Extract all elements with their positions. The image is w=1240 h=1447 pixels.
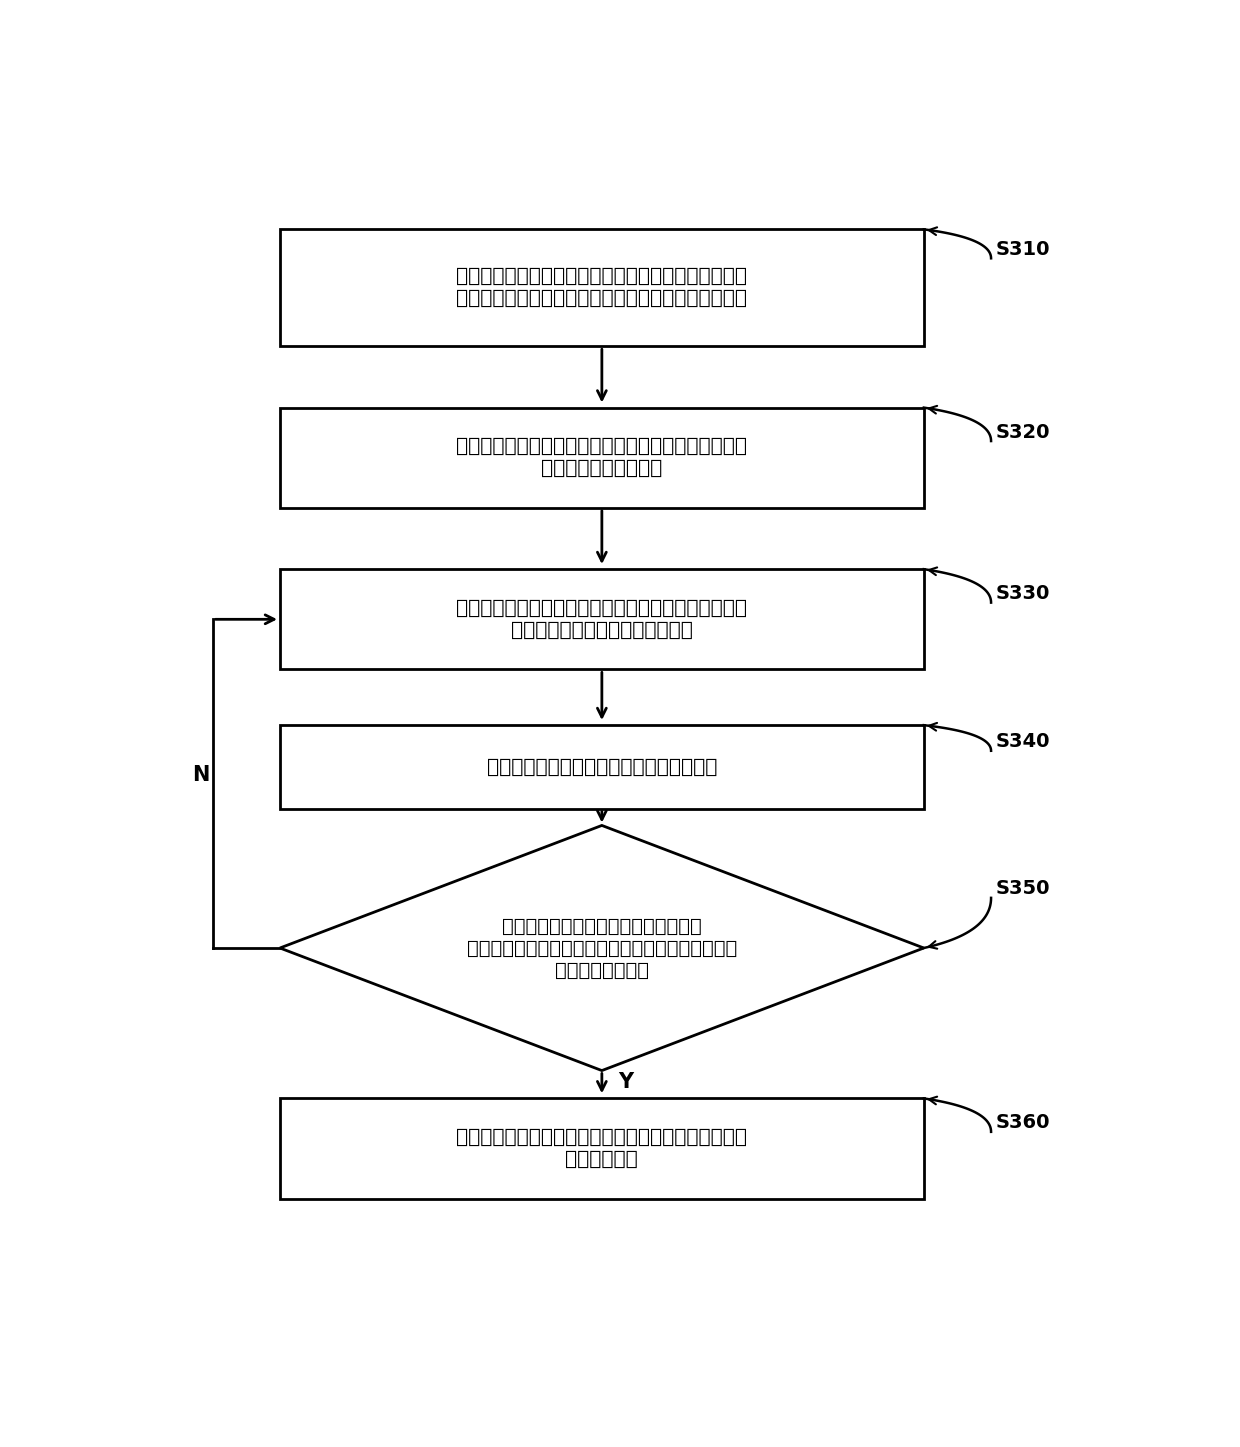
FancyBboxPatch shape xyxy=(280,408,924,508)
Text: N: N xyxy=(192,765,210,786)
Text: S310: S310 xyxy=(996,240,1050,259)
Text: 首节点返回完成业务维护的消息给负责
发送链路维护命令的节点，判断链路承载的所有业务
是否完成业务维护: 首节点返回完成业务维护的消息给负责 发送链路维护命令的节点，判断链路承载的所有业… xyxy=(466,916,737,980)
Text: 根据一定策略通过比较不同首节点的属性参数值决定链
路维护命令的发送顺序: 根据一定策略通过比较不同首节点的属性参数值决定链 路维护命令的发送顺序 xyxy=(456,437,748,479)
Text: 负责发送链路维护命令的节点分析业务标签，确定该链
路上各业务相应的首节点，这些业务的首节点各不相同: 负责发送链路维护命令的节点分析业务标签，确定该链 路上各业务相应的首节点，这些业… xyxy=(456,268,748,308)
FancyBboxPatch shape xyxy=(280,230,924,346)
FancyBboxPatch shape xyxy=(280,1098,924,1198)
FancyBboxPatch shape xyxy=(280,725,924,809)
Text: S340: S340 xyxy=(996,732,1050,751)
Text: S330: S330 xyxy=(996,585,1050,603)
Text: S360: S360 xyxy=(996,1113,1050,1133)
Text: 负责发送链路维护命令的节点将链路维护命令按照发送
顺序发送给一条业务相应的首节点: 负责发送链路维护命令的节点将链路维护命令按照发送 顺序发送给一条业务相应的首节点 xyxy=(456,599,748,640)
Text: S320: S320 xyxy=(996,423,1050,441)
Text: 首节点发起业务维护的流程并执行业务维护: 首节点发起业务维护的流程并执行业务维护 xyxy=(486,757,717,777)
Polygon shape xyxy=(280,825,924,1071)
Text: Y: Y xyxy=(619,1072,634,1091)
Text: S350: S350 xyxy=(996,880,1050,899)
FancyBboxPatch shape xyxy=(280,569,924,670)
Text: 向网管平台返回完成业务维护的消息，网管平台提示可
进行维护操作: 向网管平台返回完成业务维护的消息，网管平台提示可 进行维护操作 xyxy=(456,1129,748,1169)
